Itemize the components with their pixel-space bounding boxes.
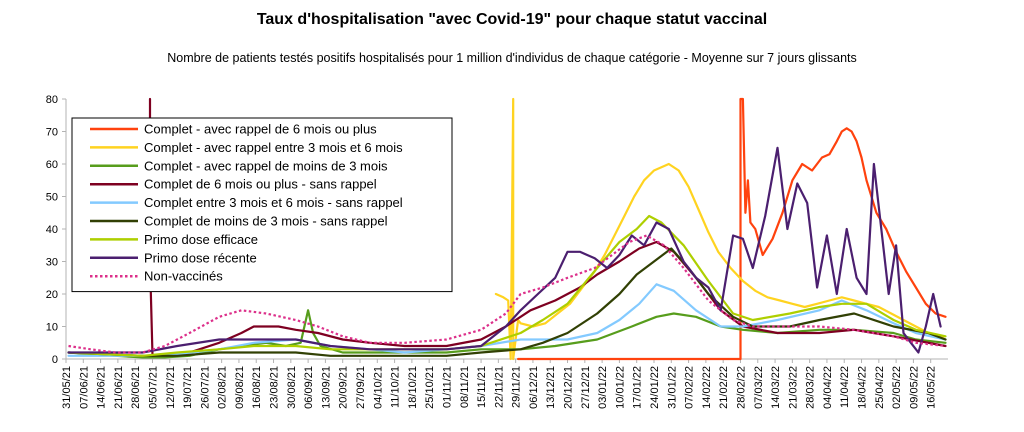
x-tick-label: 09/05/22 (908, 366, 920, 409)
x-tick-label: 30/08/21 (286, 366, 298, 409)
x-tick-label: 11/10/21 (390, 366, 402, 408)
x-tick-label: 01/11/21 (441, 366, 453, 408)
x-tick-label: 14/06/21 (96, 366, 108, 409)
series-line-3 (67, 309, 947, 359)
chart-subtitle: Nombre de patients testés positifs hospi… (167, 51, 857, 65)
y-tick-label: 80 (46, 94, 58, 106)
x-tick-label: 20/09/21 (338, 366, 350, 409)
legend-label: Complet - avec rappel de 6 mois ou plus (144, 122, 377, 137)
x-tick-label: 09/08/21 (234, 366, 246, 409)
series-line-2 (494, 97, 947, 361)
legend-label: Primo dose efficace (144, 232, 258, 247)
x-tick-label: 02/08/21 (217, 366, 229, 409)
series-line-8 (67, 146, 942, 354)
x-tick-label: 07/02/22 (684, 366, 696, 409)
x-tick-label: 19/07/21 (182, 366, 194, 409)
x-tick-label: 28/06/21 (130, 366, 142, 409)
legend-label: Complet - avec rappel entre 3 mois et 6 … (144, 140, 403, 155)
legend-label: Complet de 6 mois ou plus - sans rappel (144, 177, 377, 192)
legend: Complet - avec rappel de 6 mois ou plus C… (71, 117, 453, 293)
x-tick-label: 13/09/21 (320, 366, 332, 409)
series-line-5 (67, 283, 947, 357)
x-tick-label: 04/10/21 (372, 366, 384, 409)
y-tick-label: 20 (46, 289, 58, 301)
x-tick-label: 16/05/22 (926, 366, 938, 409)
x-tick-label: 22/11/21 (493, 366, 505, 408)
y-tick-label: 70 (46, 127, 58, 139)
y-tick-label: 40 (46, 224, 58, 236)
x-tick-label: 11/04/22 (839, 366, 851, 408)
x-tick-label: 21/03/22 (787, 366, 799, 409)
y-tick-label: 30 (46, 257, 58, 269)
x-tick-label: 26/07/21 (199, 366, 211, 409)
x-tick-label: 17/01/22 (632, 366, 644, 409)
x-tick-label: 25/10/21 (424, 366, 436, 409)
series-line-4 (148, 97, 947, 357)
legend-label: Complet - avec rappel de moins de 3 mois (144, 158, 388, 173)
y-tick-label: 60 (46, 159, 58, 171)
x-tick-label: 21/02/22 (718, 366, 730, 409)
x-tick-label: 06/09/21 (303, 366, 315, 409)
x-tick-label: 05/07/21 (147, 366, 159, 409)
x-tick-label: 31/05/21 (61, 366, 73, 409)
x-tick-label: 28/03/22 (805, 366, 817, 409)
x-tick-label: 07/06/21 (78, 366, 90, 409)
y-tick-label: 0 (52, 354, 58, 366)
x-tick-label: 13/12/21 (545, 366, 557, 409)
x-tick-label: 23/08/21 (269, 366, 281, 409)
x-tick-label: 04/04/22 (822, 366, 834, 409)
legend-label: Non-vaccinés (144, 269, 223, 284)
legend-label: Complet de moins de 3 mois - sans rappel (144, 214, 388, 229)
chart-title: Taux d'hospitalisation "avec Covid-19" p… (257, 11, 767, 28)
x-tick-label: 18/10/21 (407, 366, 419, 409)
legend-label: Complet entre 3 mois et 6 mois - sans ra… (144, 195, 403, 210)
x-tick-label: 16/08/21 (251, 366, 263, 409)
legend-label: Primo dose récente (144, 250, 257, 265)
x-tick-label: 07/03/22 (753, 366, 765, 409)
x-tick-label: 25/04/22 (874, 366, 886, 409)
x-tick-label: 21/06/21 (113, 366, 125, 409)
y-tick-label: 10 (46, 322, 58, 334)
series-line-9 (68, 234, 946, 354)
x-tick-label: 27/09/21 (355, 366, 367, 409)
series-line-7 (67, 214, 947, 357)
x-tick-label: 20/12/21 (563, 366, 575, 409)
x-tick-label: 28/02/22 (735, 366, 747, 409)
x-tick-label: 18/04/22 (857, 366, 869, 409)
x-tick-label: 10/01/22 (614, 366, 626, 409)
x-tick-label: 06/12/21 (528, 366, 540, 409)
series-layer (67, 97, 947, 361)
x-tick-label: 12/07/21 (165, 366, 177, 409)
x-tick-label: 29/11/21 (511, 366, 523, 408)
axes: 0 10 20 30 40 50 60 70 80 31/05/21 07/06/21 14/06/2… (46, 94, 948, 409)
x-tick-label: 03/01/22 (597, 366, 609, 409)
series-line-1 (516, 97, 947, 361)
x-tick-label: 14/02/22 (701, 366, 713, 409)
x-tick-label: 31/01/22 (666, 366, 678, 409)
x-tick-label: 08/11/21 (459, 366, 471, 408)
series-line-6 (67, 247, 947, 357)
y-tick-label: 50 (46, 192, 58, 204)
x-tick-label: 14/03/22 (770, 366, 782, 409)
x-tick-label: 02/05/22 (891, 366, 903, 409)
x-tick-label: 27/12/21 (580, 366, 592, 409)
x-tick-label: 15/11/21 (476, 366, 488, 408)
x-tick-label: 24/01/22 (649, 366, 661, 409)
